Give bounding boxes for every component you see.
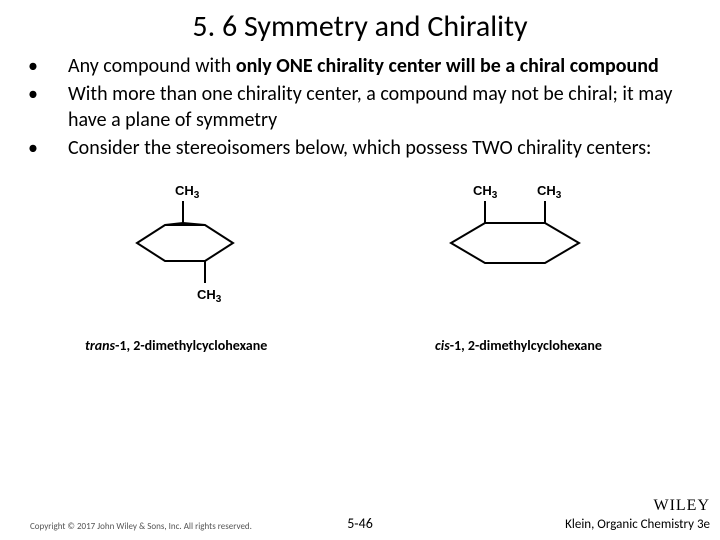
bullet-marker: •: [28, 53, 68, 79]
figures-row: CH3 CH3 CH3 CH3: [0, 179, 720, 309]
bullet-text: Consider the stereoisomers below, which …: [68, 135, 700, 161]
bullet-text: With more than one chirality center, a c…: [68, 81, 700, 133]
molecule-icon: CH3 CH3: [105, 179, 285, 309]
wiley-logo: WILEY: [653, 497, 710, 515]
svg-text:CH3: CH3: [175, 183, 200, 201]
trans-structure: CH3 CH3: [105, 179, 285, 309]
captions-row: trans-1, 2-dimethylcyclohexane cis-1, 2-…: [0, 337, 720, 354]
bullet-item: • Consider the stereoisomers below, whic…: [28, 135, 700, 161]
footer-right: WILEY Klein, Organic Chemistry 3e: [565, 497, 710, 532]
trans-caption: trans-1, 2-dimethylcyclohexane: [55, 337, 335, 354]
slide-title: 5. 6 Symmetry and Chirality: [0, 0, 720, 53]
book-title: Klein, Organic Chemistry 3e: [565, 517, 710, 532]
bullet-marker: •: [28, 135, 68, 161]
svg-text:CH3: CH3: [473, 183, 498, 201]
bullet-text: Any compound with only ONE chirality cen…: [68, 53, 700, 79]
page-number: 5-46: [347, 515, 373, 532]
cis-structure: CH3 CH3: [415, 179, 615, 309]
bullet-item: • Any compound with only ONE chirality c…: [28, 53, 700, 79]
bullet-item: • With more than one chirality center, a…: [28, 81, 700, 133]
cis-caption: cis-1, 2-dimethylcyclohexane: [385, 337, 665, 354]
bullet-marker: •: [28, 81, 68, 107]
bullet-list: • Any compound with only ONE chirality c…: [0, 53, 720, 161]
molecule-icon: CH3 CH3: [415, 179, 615, 309]
svg-text:CH3: CH3: [537, 183, 562, 201]
copyright-text: Copyright © 2017 John Wiley & Sons, Inc.…: [30, 521, 252, 532]
svg-text:CH3: CH3: [197, 287, 222, 305]
